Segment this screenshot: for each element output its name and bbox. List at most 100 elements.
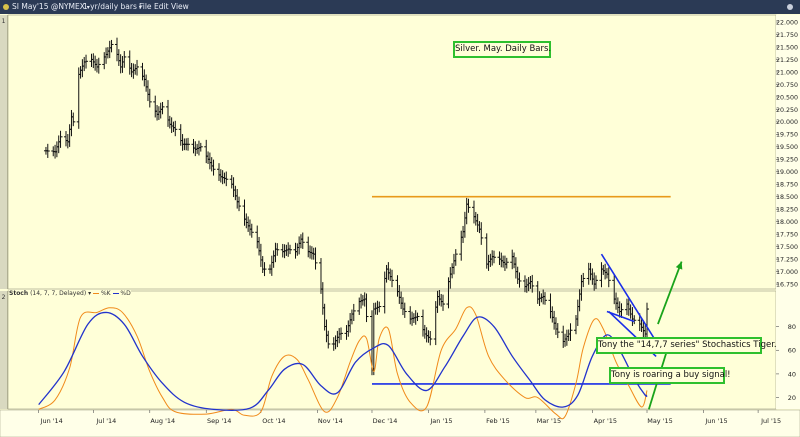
- stoch-y-tick-label: 60: [788, 347, 796, 355]
- stoch-legend: Stoch (14, 7, 7, Delayed) ▾ %K %D: [9, 290, 131, 297]
- wedge-line-1: [600, 253, 657, 342]
- ohlc-bar: [530, 274, 535, 293]
- ohlc-bar: [453, 249, 458, 266]
- ohlc-bar: [135, 59, 140, 76]
- ohlc-bar: [288, 244, 293, 255]
- price-y-tick-label: 20.500: [776, 94, 798, 101]
- signal-callout: Tony is roaring a buy signal!: [609, 367, 731, 384]
- stoch-y-tick-label: 40: [788, 370, 796, 378]
- ohlc-bar: [377, 301, 382, 313]
- ohlc-bar: [339, 327, 344, 340]
- panel-handle-stoch[interactable]: 2: [0, 291, 8, 409]
- price-y-tick-label: 17.250: [776, 257, 798, 264]
- ohlc-bar: [198, 142, 203, 152]
- ohlc-bar: [619, 303, 624, 318]
- ohlc-bar: [313, 247, 318, 270]
- ohlc-bar: [147, 88, 152, 108]
- ohlc-bar: [390, 269, 395, 288]
- period-selector[interactable]: 1 yr/daily bars ▾: [83, 0, 142, 15]
- ohlc-bar: [568, 323, 573, 341]
- x-tick-label: Aug '14: [150, 417, 175, 425]
- ohlc-bar: [275, 243, 280, 256]
- ohlc-bar: [186, 137, 191, 151]
- price-y-tick-label: 20.750: [776, 82, 798, 89]
- price-y-tick-label: 20.250: [776, 107, 798, 114]
- symbol-selector[interactable]: SI May'15 @NYMEX ▾: [12, 0, 90, 15]
- price-up-arrow: [657, 261, 683, 325]
- price-y-tick-label: 19.500: [776, 144, 798, 151]
- ohlc-bar: [632, 315, 637, 325]
- ohlc-bar: [441, 294, 446, 311]
- ohlc-bar: [581, 272, 586, 288]
- symbol-label: SI May'15 @NYMEX: [12, 2, 85, 11]
- stoch-legend-d-swatch: [112, 293, 119, 294]
- menu-view[interactable]: View: [171, 2, 189, 11]
- x-tick-label: Mar '15: [537, 417, 561, 425]
- stoch-y-tick-label: 80: [788, 323, 796, 331]
- panel-handle-price[interactable]: 1: [0, 15, 8, 289]
- price-y-tick-label: 17.750: [776, 232, 798, 239]
- ohlc-bar: [428, 331, 433, 346]
- stoch-legend-d: %D: [120, 290, 131, 297]
- chart-toolbar: SI May'15 @NYMEX ▾ 1 yr/daily bars ▾ Fil…: [0, 0, 800, 14]
- panel-marker-2: 2: [1, 294, 6, 301]
- ohlc-bar: [249, 223, 254, 238]
- stoch-legend-k-swatch: [93, 293, 100, 294]
- price-y-tick-label: 19.250: [776, 157, 798, 164]
- x-tick-label: Feb '15: [486, 417, 510, 425]
- x-axis-area: [0, 409, 800, 437]
- wedge-line-3: [606, 310, 635, 323]
- title-callout-text: Silver. May. Daily Bars.: [455, 44, 552, 54]
- ohlc-bar: [466, 198, 471, 213]
- stoch-legend-label: Stoch: [9, 290, 29, 297]
- ohlc-bar: [645, 302, 650, 341]
- ohlc-bar: [262, 262, 267, 277]
- ohlc-bar: [160, 101, 165, 115]
- price-up-arrow-head: [675, 261, 683, 270]
- ohlc-bar: [594, 275, 599, 290]
- menu-edit[interactable]: Edit: [154, 2, 169, 11]
- ohlc-bar: [122, 51, 127, 68]
- y-axis-area: [776, 15, 800, 409]
- price-y-tick-label: 18.250: [776, 207, 798, 214]
- ohlc-bar: [543, 292, 548, 305]
- stoch-series-d: [38, 311, 648, 411]
- ohlc-bar: [517, 272, 522, 288]
- ohlc-bar: [492, 250, 497, 264]
- price-y-tick-label: 18.000: [776, 219, 798, 226]
- x-tick-label: Jul '14: [95, 417, 116, 425]
- stoch-callout-text: Tony the "14,7,7 series" Stochastics Tig…: [598, 340, 777, 350]
- ohlc-bar: [224, 171, 229, 187]
- price-panel[interactable]: [7, 14, 777, 290]
- price-y-tick-label: 21.750: [776, 32, 798, 39]
- price-y-tick-label: 21.000: [776, 69, 798, 76]
- period-label: 1 yr/daily bars: [83, 2, 137, 11]
- ohlc-bar: [173, 120, 178, 137]
- ohlc-bar: [58, 130, 63, 148]
- price-y-tick-label: 21.500: [776, 44, 798, 51]
- x-tick-label: Jul '15: [760, 417, 781, 425]
- title-callout: Silver. May. Daily Bars.: [453, 41, 551, 58]
- ohlc-bar: [300, 232, 305, 249]
- ohlc-bar: [45, 143, 50, 158]
- x-tick-label: Oct '14: [262, 417, 285, 425]
- stoch-callout: Tony the "14,7,7 series" Stochastics Tig…: [596, 337, 777, 354]
- x-tick-label: Jun '15: [704, 417, 727, 425]
- menu-file[interactable]: File: [139, 2, 152, 11]
- price-y-tick-label: 16.750: [776, 281, 798, 288]
- ohlc-bar: [555, 323, 560, 339]
- x-tick-label: Jan '15: [429, 417, 452, 425]
- x-tick-label: Apr '15: [594, 417, 617, 425]
- signal-callout-text: Tony is roaring a buy signal!: [611, 370, 731, 380]
- chevron-down-icon: ▾: [84, 4, 90, 11]
- ohlc-bar: [415, 312, 420, 322]
- chevron-down-icon: ▾: [136, 4, 142, 11]
- stoch-series-k: [38, 306, 648, 420]
- close-chart-icon[interactable]: [787, 4, 793, 10]
- status-dot-icon: [3, 4, 9, 10]
- panel-marker-1: 1: [1, 18, 6, 25]
- x-tick-label: Nov '14: [318, 417, 343, 425]
- ohlc-bar: [109, 39, 114, 53]
- ohlc-bar: [402, 302, 407, 318]
- stoch-legend-params[interactable]: (14, 7, 7, Delayed) ▾: [30, 290, 92, 297]
